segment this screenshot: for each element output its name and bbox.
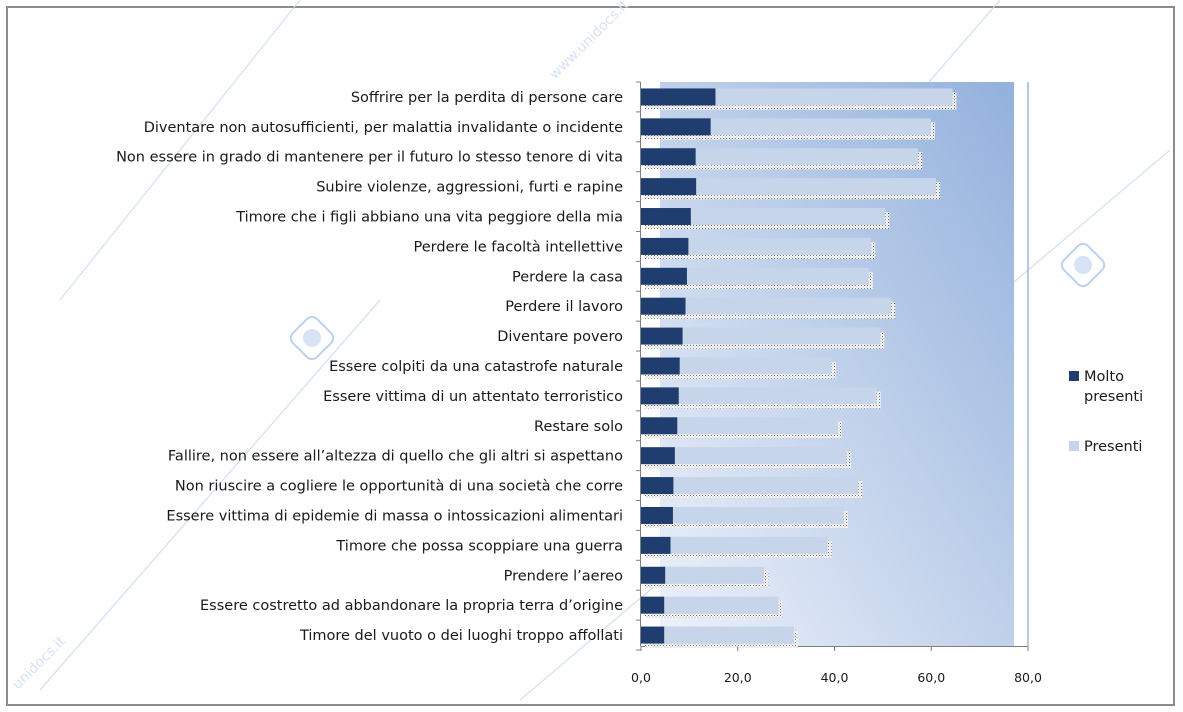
bar-molto-presenti [641, 626, 665, 644]
category-label: Timore che possa scoppiare una guerra [335, 538, 623, 554]
bar-presenti [710, 118, 931, 136]
bar-presenti [665, 566, 765, 584]
category-label: Non riuscire a cogliere le opportunità d… [175, 479, 623, 495]
bar-presenti [682, 327, 881, 345]
category-label: Essere colpiti da una catastrofe natural… [329, 359, 623, 375]
bar-molto-presenti [641, 327, 683, 345]
category-label: Timore che i figli abbiano una vita pegg… [235, 210, 623, 226]
bar-molto-presenti [641, 447, 675, 465]
x-tick-label: 40,0 [821, 670, 849, 685]
bar-molto-presenti [641, 506, 673, 524]
bar-presenti [664, 596, 779, 614]
bar-presenti [677, 417, 838, 435]
category-label: Timore del vuoto o dei luoghi troppo aff… [299, 628, 623, 644]
bar-presenti [678, 387, 877, 405]
legend-label-presenti: Presenti [1084, 439, 1142, 455]
bar-presenti [686, 267, 869, 285]
bar-molto-presenti [641, 118, 711, 136]
bar-presenti [679, 357, 832, 375]
category-label: Prendere l’aereo [504, 568, 624, 584]
legend-swatch-presenti [1069, 441, 1079, 451]
legend-label-molto: Molto [1084, 369, 1124, 385]
category-label: Diventare non autosufficienti, per malat… [144, 120, 623, 136]
category-label: Diventare povero [497, 329, 623, 345]
bar-presenti [674, 447, 847, 465]
bar-presenti [673, 477, 859, 495]
bar-molto-presenti [641, 297, 686, 315]
bar-molto-presenti [641, 477, 674, 495]
x-tick-label: 60,0 [917, 670, 945, 685]
x-tick-label: 80,0 [1014, 670, 1042, 685]
bar-molto-presenti [641, 148, 696, 166]
bar-molto-presenti [641, 596, 665, 614]
bar-presenti [664, 626, 794, 644]
bar-presenti [715, 88, 953, 106]
category-label: Perdere la casa [512, 269, 623, 285]
category-label: Perdere le facoltà intellettive [414, 239, 624, 255]
legend-swatch-molto-presenti [1069, 371, 1079, 381]
bar-presenti [696, 178, 937, 196]
x-tick-label: 20,0 [724, 670, 752, 685]
bar-molto-presenti [641, 88, 716, 106]
bar-molto-presenti [641, 417, 678, 435]
category-label: Non essere in grado di mantenere per il … [116, 150, 623, 166]
bar-molto-presenti [641, 208, 691, 226]
category-label: Essere vittima di un attentato terrorist… [323, 389, 623, 405]
bar-molto-presenti [641, 566, 666, 584]
category-label: Soffrire per la perdita di persone care [351, 90, 623, 106]
category-label: Perdere il lavoro [505, 299, 623, 315]
category-label: Essere vittima di epidemie di massa o in… [166, 508, 623, 524]
bar-molto-presenti [641, 237, 689, 255]
bar-presenti [672, 506, 844, 524]
bar-presenti [695, 148, 919, 166]
bar-molto-presenti [641, 178, 697, 196]
bar-presenti [685, 297, 892, 315]
category-label: Restare solo [534, 419, 623, 435]
bar-presenti [690, 208, 886, 226]
category-label: Fallire, non essere all’altezza di quell… [168, 449, 623, 465]
category-label: Essere costretto ad abbandonare la propr… [200, 598, 623, 614]
x-tick-label: 0,0 [631, 670, 651, 685]
bar-molto-presenti [641, 267, 687, 285]
bar-molto-presenti [641, 387, 679, 405]
bar-presenti [670, 536, 828, 554]
bar-molto-presenti [641, 536, 671, 554]
category-label: Subire violenze, aggressioni, furti e ra… [316, 180, 623, 196]
bar-presenti [688, 237, 872, 255]
legend-label-presenti-line2: presenti [1084, 389, 1143, 405]
bar-molto-presenti [641, 357, 680, 375]
